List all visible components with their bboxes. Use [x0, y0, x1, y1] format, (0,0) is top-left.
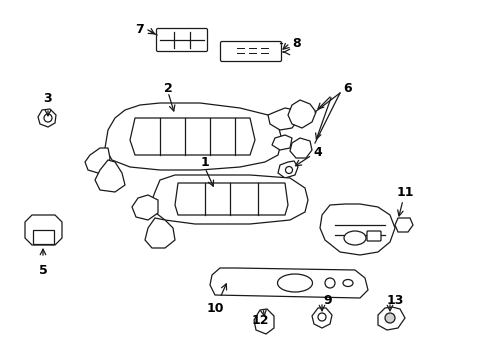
- Text: 9: 9: [323, 293, 332, 306]
- Polygon shape: [25, 215, 62, 245]
- Text: 1: 1: [200, 156, 209, 168]
- FancyBboxPatch shape: [366, 231, 380, 241]
- Circle shape: [317, 313, 325, 321]
- Polygon shape: [287, 100, 315, 128]
- Text: 11: 11: [395, 185, 413, 198]
- Polygon shape: [105, 103, 282, 170]
- FancyBboxPatch shape: [220, 41, 281, 62]
- Polygon shape: [175, 183, 287, 215]
- Polygon shape: [95, 160, 125, 192]
- Polygon shape: [271, 135, 291, 150]
- Text: 7: 7: [135, 23, 144, 36]
- Polygon shape: [267, 108, 297, 130]
- Polygon shape: [377, 307, 404, 330]
- Polygon shape: [311, 308, 331, 328]
- Polygon shape: [85, 148, 110, 173]
- Text: 5: 5: [39, 264, 47, 276]
- Polygon shape: [319, 204, 394, 255]
- Text: 8: 8: [292, 36, 301, 50]
- Circle shape: [44, 114, 52, 122]
- Polygon shape: [209, 268, 367, 298]
- Polygon shape: [38, 109, 56, 127]
- Circle shape: [325, 278, 334, 288]
- Text: 4: 4: [313, 145, 322, 158]
- Text: 12: 12: [251, 314, 268, 327]
- Polygon shape: [289, 138, 311, 158]
- Circle shape: [285, 166, 292, 174]
- Ellipse shape: [343, 231, 365, 245]
- Polygon shape: [132, 195, 158, 220]
- Text: 2: 2: [163, 81, 172, 95]
- Polygon shape: [394, 218, 412, 232]
- Text: 6: 6: [343, 81, 351, 95]
- Text: 13: 13: [386, 293, 403, 306]
- FancyBboxPatch shape: [156, 28, 207, 51]
- Text: 3: 3: [43, 91, 52, 104]
- Polygon shape: [33, 230, 54, 244]
- Text: 10: 10: [206, 302, 224, 315]
- Ellipse shape: [342, 279, 352, 287]
- Polygon shape: [130, 118, 254, 155]
- Circle shape: [384, 313, 394, 323]
- Ellipse shape: [277, 274, 312, 292]
- Polygon shape: [152, 175, 307, 224]
- Polygon shape: [253, 309, 273, 334]
- Polygon shape: [145, 218, 175, 248]
- Polygon shape: [278, 161, 297, 178]
